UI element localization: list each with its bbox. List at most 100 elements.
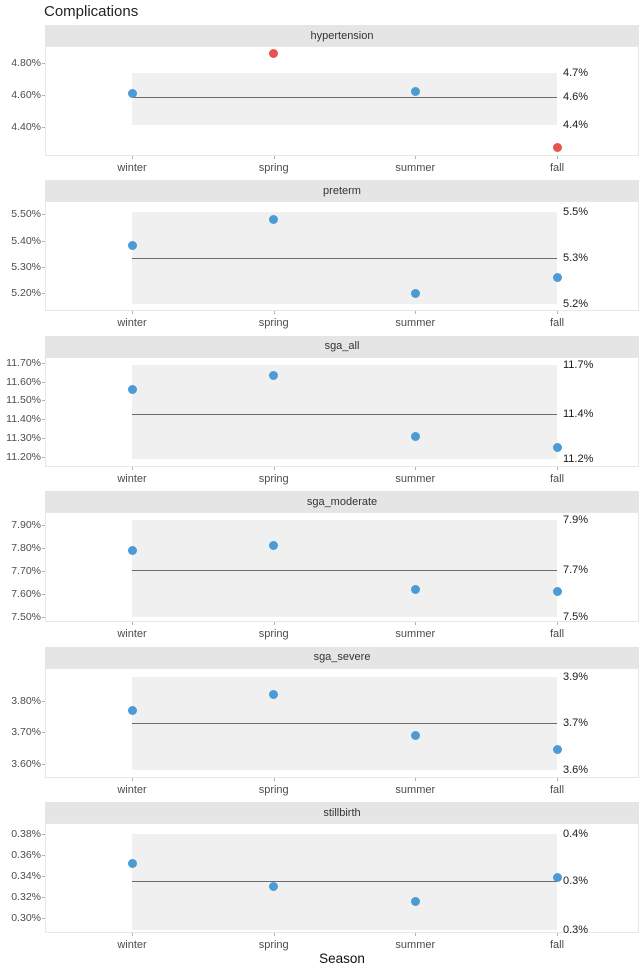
y-tick-mark: [42, 127, 45, 129]
y-tick-mark: [42, 456, 45, 458]
y-tick-mark: [42, 855, 45, 856]
y-tick-label: 3.70%: [11, 726, 41, 739]
x-tick-mark: [273, 777, 275, 781]
y-tick-mark: [42, 617, 45, 619]
data-point: [552, 745, 562, 755]
y-tick-mark: [42, 438, 45, 440]
mean-line: [132, 96, 557, 98]
control-band: [132, 72, 557, 126]
x-tick-mark: [557, 777, 558, 781]
x-tick-mark: [273, 156, 275, 159]
band-annotation: 0.3%: [563, 875, 589, 888]
y-tick-mark: [42, 834, 45, 836]
y-tick-label: 5.20%: [11, 287, 41, 300]
control-band: [132, 364, 557, 459]
x-tick-label: winter: [117, 317, 147, 330]
data-point: [410, 288, 420, 298]
y-tick-label: 7.90%: [11, 519, 41, 532]
y-tick-mark: [42, 293, 45, 295]
x-tick-label: summer: [395, 628, 436, 641]
y-tick-label: 3.80%: [11, 694, 41, 707]
x-tick-mark: [132, 156, 133, 159]
mean-line: [132, 570, 557, 572]
band-annotation: 4.7%: [563, 66, 589, 79]
x-tick-mark: [273, 466, 275, 470]
data-point: [552, 872, 562, 882]
mean-line: [132, 881, 557, 883]
y-tick-label: 4.80%: [11, 56, 41, 69]
y-tick-label: 0.34%: [11, 870, 41, 882]
x-tick-label: winter: [117, 162, 147, 174]
x-tick-mark: [557, 156, 558, 159]
control-band: [132, 519, 557, 618]
x-tick-label: summer: [395, 939, 436, 951]
facet-strip: sga_severe: [45, 646, 639, 668]
x-tick-mark: [132, 933, 133, 936]
y-tick-label: 7.70%: [11, 565, 41, 578]
x-tick-mark: [415, 933, 417, 936]
y-tick-mark: [42, 700, 45, 702]
data-point: [552, 143, 562, 153]
data-point: [127, 241, 137, 251]
band-annotation: 3.9%: [563, 671, 589, 684]
data-point: [410, 896, 420, 906]
facet-label: stillbirth: [323, 806, 361, 819]
band-annotation: 7.9%: [563, 513, 589, 526]
band-annotation: 5.3%: [563, 251, 589, 264]
facet-label: preterm: [323, 184, 361, 197]
y-tick-label: 11.50%: [6, 394, 41, 407]
y-tick-label: 11.30%: [6, 432, 41, 445]
y-tick-mark: [42, 525, 45, 527]
x-tick-label: spring: [258, 939, 289, 951]
facet-strip: sga_all: [45, 335, 639, 357]
data-point: [552, 272, 562, 282]
facet-label: hypertension: [310, 29, 374, 42]
data-point: [552, 587, 562, 597]
band-annotation: 11.4%: [563, 407, 594, 420]
chart-title: Complications: [44, 3, 139, 20]
x-tick-label: summer: [395, 162, 436, 174]
x-tick-label: winter: [117, 472, 147, 485]
y-tick-label: 0.30%: [11, 911, 41, 924]
y-tick-label: 0.38%: [11, 828, 41, 841]
data-point: [127, 546, 137, 556]
x-tick-mark: [273, 933, 275, 936]
data-point: [127, 88, 137, 98]
x-tick-label: spring: [258, 783, 289, 796]
y-tick-label: 0.36%: [11, 849, 41, 861]
band-annotation: 7.7%: [563, 564, 589, 577]
mean-line: [132, 257, 557, 259]
band-annotation: 4.4%: [563, 119, 589, 132]
data-point: [127, 858, 137, 868]
band-annotation: 5.2%: [563, 297, 589, 310]
band-annotation: 5.5%: [563, 205, 589, 218]
x-tick-label: fall: [549, 628, 565, 641]
y-tick-label: 5.30%: [11, 260, 41, 273]
facet-strip: preterm: [45, 180, 639, 202]
band-annotation: 7.5%: [563, 611, 589, 624]
band-annotation: 3.7%: [563, 716, 589, 729]
x-tick-label: summer: [395, 783, 436, 796]
y-tick-label: 11.20%: [6, 450, 41, 463]
x-tick-label: spring: [258, 628, 289, 641]
data-point: [269, 541, 279, 551]
facet-strip: sga_moderate: [45, 491, 639, 513]
y-tick-mark: [42, 266, 45, 268]
x-tick-mark: [557, 933, 558, 936]
x-tick-label: fall: [549, 783, 565, 796]
facet-label: sga_all: [324, 340, 360, 353]
x-tick-label: fall: [549, 162, 565, 174]
data-point: [269, 689, 279, 699]
x-tick-label: fall: [549, 317, 565, 330]
x-tick-label: winter: [117, 783, 147, 796]
mean-line: [132, 413, 557, 415]
y-tick-mark: [42, 240, 45, 242]
facet-label: sga_severe: [313, 651, 371, 664]
y-tick-label: 4.40%: [11, 121, 41, 134]
y-tick-mark: [42, 62, 45, 64]
y-tick-label: 5.40%: [11, 234, 41, 247]
data-point: [269, 371, 279, 381]
band-annotation: 0.4%: [563, 828, 589, 841]
y-tick-mark: [42, 917, 45, 919]
facet-label: sga_moderate: [306, 495, 378, 508]
